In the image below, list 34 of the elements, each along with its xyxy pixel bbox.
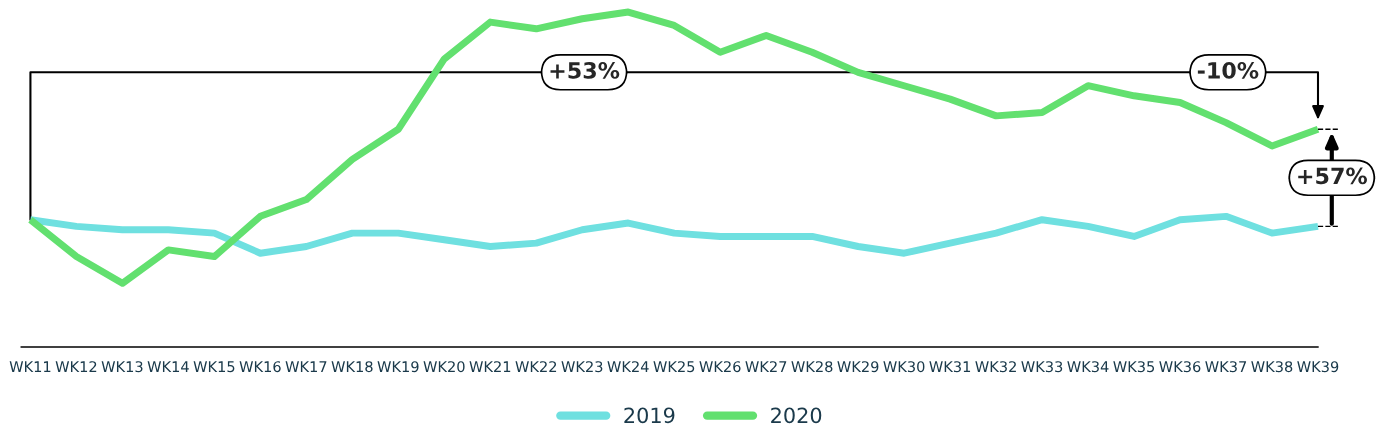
x-tick-label: WK26	[699, 361, 741, 373]
x-tick-label: WK28	[791, 361, 833, 373]
x-tick-label: WK18	[331, 361, 373, 373]
x-tick-label: WK19	[377, 361, 419, 373]
x-tick-label: WK17	[285, 361, 327, 372]
x-tick-label: WK13	[101, 361, 143, 373]
x-tick-label: WK11	[9, 361, 51, 372]
x-tick-label: WK21	[469, 361, 511, 372]
x-tick-label: WK33	[1021, 361, 1063, 373]
x-tick-label: WK27	[745, 361, 787, 372]
x-tick-label: WK23	[561, 361, 603, 373]
x-tick-label: WK15	[193, 361, 235, 373]
x-tick-label: WK29	[837, 361, 879, 373]
x-tick-label: WK35	[1113, 361, 1155, 373]
annotation: -10%	[1197, 61, 1259, 79]
x-tick-label: WK38	[1251, 361, 1293, 373]
x-tick-label: WK30	[883, 361, 925, 373]
x-tick-label: WK32	[975, 361, 1016, 373]
x-tick-label: WK39	[1297, 361, 1339, 373]
x-tick-label: WK20	[423, 361, 465, 373]
x-tick-label: WK31	[929, 361, 971, 373]
x-tick-label: WK37	[1205, 361, 1247, 373]
annotation: +53%	[550, 61, 620, 79]
x-tick-label: WK16	[239, 361, 281, 373]
annotation: +57%	[1298, 167, 1367, 185]
x-tick-label: WK14	[147, 361, 189, 372]
legend-label: 2019	[624, 407, 675, 424]
x-tick-label: WK34	[1067, 361, 1109, 373]
x-tick-label: WK25	[653, 361, 695, 373]
x-tick-label: WK22	[515, 361, 557, 372]
x-tick-label: WK12	[55, 361, 97, 372]
x-tick-label: WK24	[607, 361, 649, 372]
legend-label: 2020	[771, 407, 822, 424]
x-tick-label: WK36	[1159, 361, 1201, 373]
